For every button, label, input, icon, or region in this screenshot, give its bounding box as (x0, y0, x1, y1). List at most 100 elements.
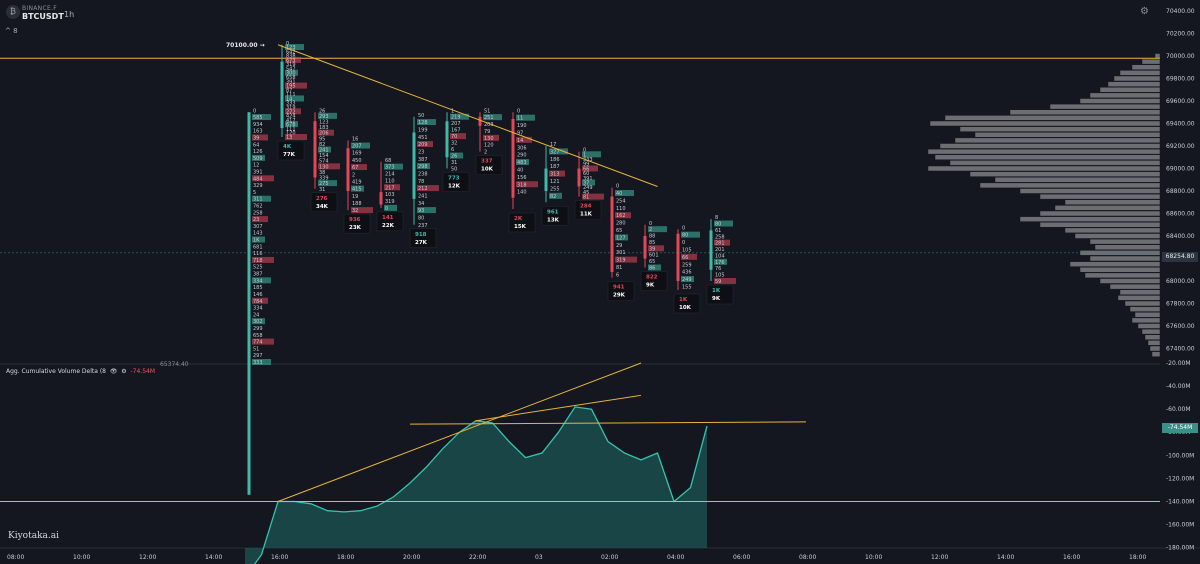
volume-label: 11K (580, 212, 593, 218)
footprint-cell-value: 34 (418, 201, 424, 207)
footprint-cell-value: 39 (649, 246, 655, 252)
footprint-cell-value: 199 (418, 127, 428, 133)
footprint-heat-cell (714, 220, 733, 227)
candle-body (511, 119, 515, 198)
eye-icon[interactable]: 👁 (107, 368, 118, 375)
volume-profile-bar (954, 137, 1161, 144)
footprint-cell-value: 0 (616, 184, 619, 190)
volume-profile-bar (929, 120, 1161, 127)
volume-profile-bar (1109, 283, 1161, 290)
footprint-cell-value: 162 (616, 213, 626, 219)
footprint-heat-cell (285, 69, 298, 76)
footprint-cell-value: 95 (319, 136, 325, 142)
footprint-cell-value: 258 (253, 210, 263, 216)
footprint-cell-value: 217 (385, 185, 395, 191)
volume-profile-bar (1049, 103, 1161, 110)
symbol-selector[interactable]: BTCUSDT (22, 12, 64, 21)
volume-profile-bar (1089, 238, 1161, 245)
footprint-cell-value: 104 (715, 253, 725, 259)
footprint-cell-value: 333 (253, 360, 263, 366)
delta-label: 918 (415, 232, 427, 238)
volume-profile-bar (974, 132, 1161, 138)
footprint-cell-value: 163 (253, 129, 263, 135)
footprint-cell-value: 85 (649, 240, 655, 246)
delta-volume-box (277, 140, 305, 161)
time-tick-label: 02:00 (601, 554, 618, 561)
footprint-heat-cell (516, 136, 532, 143)
footprint-cell-value: 8 (715, 215, 718, 221)
footprint-cell-value: 32 (451, 141, 457, 147)
footprint-cell-value: 762 (253, 204, 263, 210)
footprint-cell-value: 82 (550, 194, 556, 200)
candle-body (643, 236, 647, 259)
footprint-cell-value: 525 (253, 265, 263, 271)
footprint-cell-value: 81 (616, 265, 622, 271)
price-tick-label: 70400.00 (1166, 8, 1195, 15)
delta-volume-box (475, 155, 503, 175)
delta-volume-box (310, 192, 338, 212)
footprint-cell-value: 39 (253, 135, 259, 141)
volume-profile-bar (1084, 272, 1161, 279)
volume-profile-bar (1089, 255, 1161, 262)
time-tick-label: 03 (535, 554, 543, 561)
settings-gear-icon[interactable]: ⚙ (1140, 6, 1149, 17)
footprint-cell-value: 17 (550, 142, 556, 148)
footprint-cell-value: 66 (583, 166, 589, 172)
delta-volume-box (607, 281, 635, 301)
footprint-heat-cell (285, 108, 301, 115)
footprint-cell-value: 313 (550, 172, 560, 178)
price-tick-label: 69600.00 (1166, 98, 1195, 105)
footprint-heat-cell (648, 264, 661, 271)
settings-icon[interactable]: ⚙ (119, 368, 129, 375)
footprint-cell-value: 130 (319, 164, 329, 170)
footprint-cell-value: 187 (550, 164, 560, 170)
footprint-heat-cell (714, 258, 727, 265)
timeframe-selector[interactable]: 1h (64, 10, 75, 19)
volume-profile-bar (1129, 306, 1161, 312)
time-tick-label: 18:00 (1129, 554, 1146, 561)
volume-profile-bar (1064, 227, 1161, 234)
footprint-heat-cell (681, 253, 697, 260)
footprint-cell-value: 207 (352, 144, 362, 150)
cvd-tick-label: -180.00M (1166, 545, 1194, 552)
footprint-cell-value: 183 (319, 125, 329, 131)
footprint-cell-value: 673 (286, 58, 296, 64)
footprint-cell-value: 126 (253, 149, 263, 155)
footprint-cell-value: 280 (616, 221, 626, 227)
footprint-cell-value: 327 (550, 149, 560, 155)
footprint-heat-cell (615, 234, 628, 241)
footprint-heat-cell (582, 151, 601, 158)
footprint-cell-value: 37 (583, 181, 589, 187)
volume-profile-bar (1079, 267, 1161, 273)
delta-label: 1K (712, 288, 721, 294)
delta-volume-box (376, 211, 404, 232)
volume-label: 29K (613, 293, 626, 299)
volume-label: 22K (382, 223, 395, 229)
footprint-heat-cell (252, 359, 271, 365)
footprint-cell-value: 387 (253, 272, 263, 278)
volume-profile-bar (1147, 340, 1161, 346)
footprint-cell-value: 14 (517, 138, 523, 144)
indicator-toggle[interactable]: ^ 8 (5, 27, 18, 35)
footprint-cell-value: 298 (418, 164, 428, 170)
footprint-cell-value: 185 (253, 285, 263, 291)
footprint-heat-cell (318, 163, 340, 170)
footprint-heat-cell (450, 113, 469, 120)
footprint-heat-cell (252, 134, 268, 141)
volume-label: 9K (646, 283, 655, 289)
footprint-cell-value: 127 (616, 235, 626, 241)
footprint-cell-value: 12 (253, 163, 259, 169)
footprint-heat-cell (252, 195, 271, 202)
footprint-cell-value: 16 (352, 136, 358, 142)
footprint-cell-value: 143 (253, 231, 263, 237)
volume-profile-bar (1141, 328, 1161, 335)
footprint-cell-value: 0 (682, 225, 685, 231)
footprint-cell-value: 255 (550, 186, 560, 192)
footprint-cell-value: 6 (616, 272, 619, 278)
candle-body (709, 230, 713, 270)
footprint-cell-value: 105 (682, 247, 692, 253)
footprint-cell-value: 99 (583, 162, 589, 168)
footprint-heat-cell (252, 277, 271, 284)
footprint-heat-cell (648, 245, 664, 252)
